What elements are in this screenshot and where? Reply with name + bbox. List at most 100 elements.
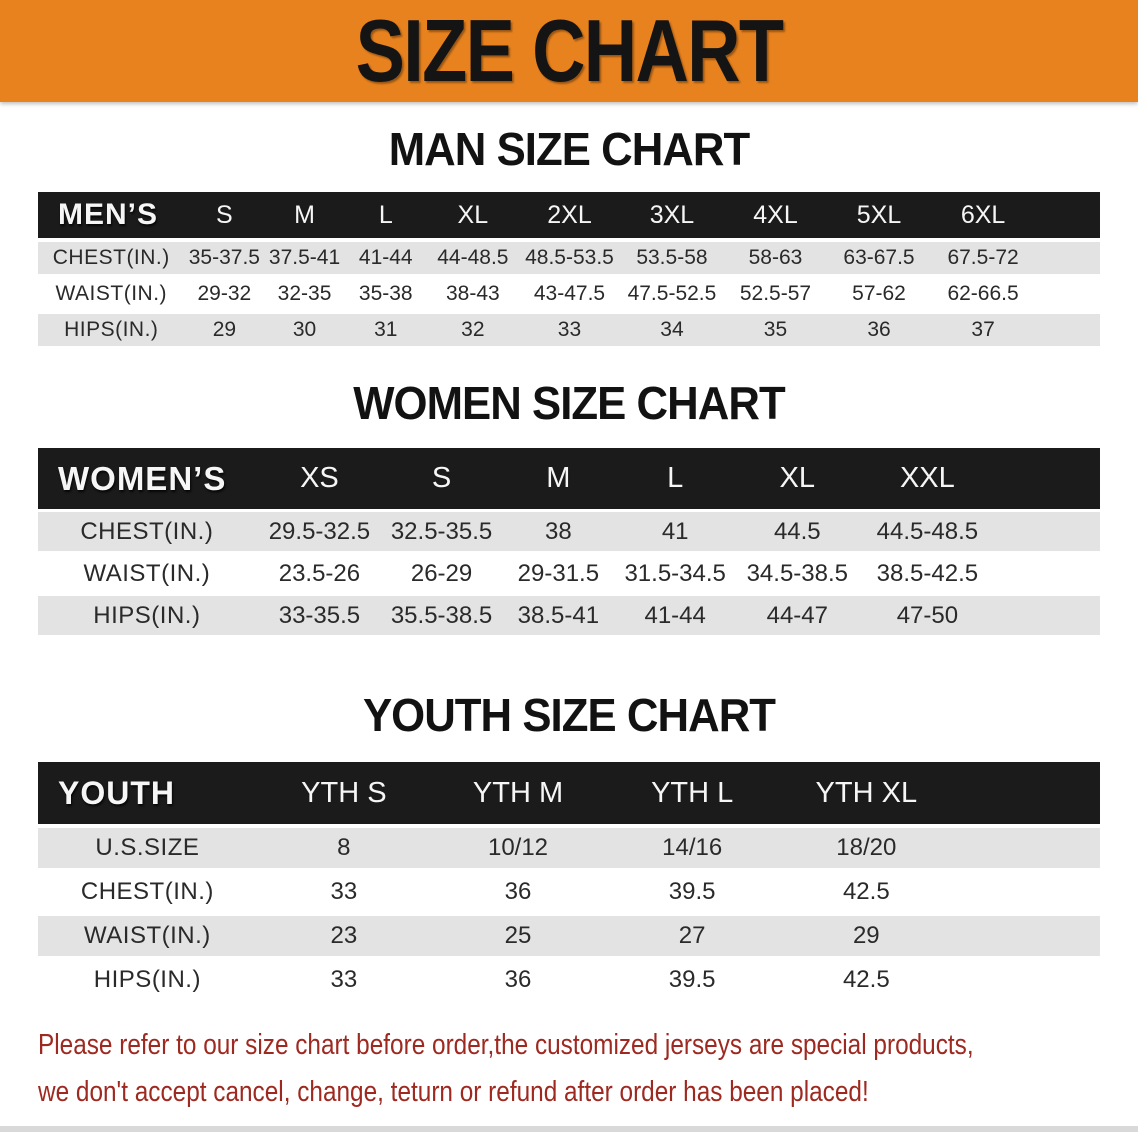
size-column-header: 6XL [931, 192, 1036, 238]
measurement-value: 31.5-34.5 [616, 554, 734, 593]
measurement-value: 43-47.5 [519, 278, 620, 310]
measurement-row: HIPS(IN.) 33 36 39.5 42.5 [38, 960, 1100, 1000]
measurement-value: 33 [519, 314, 620, 346]
row-filler [953, 872, 1100, 912]
measurement-value: 52.5-57 [723, 278, 827, 310]
measurement-value: 44-47 [733, 596, 862, 635]
measurement-value: 48.5-53.5 [519, 242, 620, 274]
measurement-label: WAIST(IN.) [38, 916, 257, 956]
measurement-value: 63-67.5 [826, 242, 932, 274]
measurement-value: 33 [256, 960, 431, 1000]
measurement-value: 25 [430, 916, 606, 956]
bottom-edge-strip [0, 1126, 1138, 1132]
measurement-value: 44-48.5 [426, 242, 520, 274]
row-filler [953, 960, 1100, 1000]
size-column-header: 5XL [826, 192, 932, 238]
youth-table-wrap: YOUTH YTH S YTH M YTH L YTH XL U.S.SIZE 8 10/12… [0, 758, 1138, 1004]
size-table-header-row: YOUTH YTH S YTH M YTH L YTH XL [38, 762, 1100, 824]
measurement-value: 14/16 [605, 828, 780, 868]
measurement-value: 34.5-38.5 [733, 554, 862, 593]
measurement-value: 29.5-32.5 [255, 512, 384, 551]
measurement-label: CHEST(IN.) [38, 512, 256, 551]
measurement-value: 27 [605, 916, 780, 956]
measurement-value: 23 [256, 916, 431, 956]
size-column-header: M [499, 448, 617, 509]
measurement-label: WAIST(IN.) [38, 554, 256, 593]
measurement-row: WAIST(IN.) 23 25 27 29 [38, 916, 1100, 956]
header-filler [953, 762, 1100, 824]
measurement-value: 34 [619, 314, 724, 346]
measurement-label: U.S.SIZE [38, 828, 257, 868]
measurement-row: WAIST(IN.) 23.5-26 26-29 29-31.5 31.5-34.5 34… [38, 554, 1100, 593]
measurement-label: HIPS(IN.) [38, 314, 185, 346]
women-size-table: WOMEN’S XS S M L XL XXL CHEST(IN.) 29.5-32.5 32.5… [38, 445, 1100, 638]
measurement-value: 58-63 [723, 242, 827, 274]
measurement-value: 35 [723, 314, 827, 346]
section-women: WOMEN SIZE CHART WOMEN’S XS S M L XL XXL CHEST(… [0, 378, 1138, 638]
size-group-label: YOUTH [38, 762, 257, 824]
size-column-header: 2XL [519, 192, 620, 238]
header-filler [1035, 192, 1100, 238]
measurement-value: 44.5 [733, 512, 862, 551]
men-size-table: MEN’S S M L XL 2XL 3XL 4XL 5XL 6XL CHEST(IN.) 35-37… [38, 188, 1100, 350]
men-section-title: MAN SIZE CHART [388, 123, 751, 175]
measurement-value: 29-32 [184, 278, 265, 310]
youth-section-title: YOUTH SIZE CHART [362, 689, 776, 741]
row-filler [953, 828, 1100, 868]
row-filler [1035, 278, 1100, 310]
size-column-header: L [344, 192, 427, 238]
row-filler [993, 554, 1100, 593]
size-column-header: S [184, 192, 265, 238]
size-column-header: YTH M [430, 762, 606, 824]
size-column-header: M [264, 192, 345, 238]
measurement-value: 39.5 [605, 872, 780, 912]
row-filler [1035, 314, 1100, 346]
measurement-value: 38 [499, 512, 617, 551]
size-column-header: 4XL [723, 192, 827, 238]
measurement-value: 35.5-38.5 [383, 596, 500, 635]
measurement-value: 31 [344, 314, 427, 346]
size-column-header: S [383, 448, 500, 509]
header-filler [993, 448, 1100, 509]
measurement-row: CHEST(IN.) 33 36 39.5 42.5 [38, 872, 1100, 912]
measurement-label: WAIST(IN.) [38, 278, 185, 310]
size-table-header-row: MEN’S S M L XL 2XL 3XL 4XL 5XL 6XL [38, 192, 1100, 238]
row-filler [1035, 242, 1100, 274]
measurement-value: 41 [616, 512, 734, 551]
measurement-value: 35-37.5 [184, 242, 265, 274]
measurement-value: 32-35 [264, 278, 345, 310]
banner-title: SIZE CHART [355, 1, 784, 100]
measurement-value: 26-29 [383, 554, 500, 593]
men-table-wrap: MEN’S S M L XL 2XL 3XL 4XL 5XL 6XL CHEST(IN.) 35-37… [0, 188, 1138, 350]
size-column-header: XL [733, 448, 862, 509]
measurement-value: 42.5 [779, 872, 954, 912]
measurement-value: 32.5-35.5 [383, 512, 500, 551]
size-column-header: YTH XL [779, 762, 954, 824]
measurement-row: HIPS(IN.) 33-35.5 35.5-38.5 38.5-41 41-44 44-… [38, 596, 1100, 635]
measurement-value: 29-31.5 [499, 554, 617, 593]
measurement-value: 41-44 [344, 242, 427, 274]
measurement-value: 29 [184, 314, 265, 346]
measurement-value: 30 [264, 314, 345, 346]
size-group-label: MEN’S [38, 192, 185, 238]
measurement-label: HIPS(IN.) [38, 960, 257, 1000]
disclaimer: Please refer to our size chart before or… [38, 1028, 1138, 1109]
measurement-value: 41-44 [616, 596, 734, 635]
measurement-label: HIPS(IN.) [38, 596, 256, 635]
size-column-header: L [616, 448, 734, 509]
measurement-value: 42.5 [779, 960, 954, 1000]
measurement-row: CHEST(IN.) 29.5-32.5 32.5-35.5 38 41 44.5 44.5… [38, 512, 1100, 551]
disclaimer-line-2: we don't accept cancel, change, teturn o… [38, 1076, 869, 1108]
measurement-value: 39.5 [605, 960, 780, 1000]
measurement-value: 36 [430, 872, 606, 912]
measurement-label: CHEST(IN.) [38, 242, 185, 274]
row-filler [993, 512, 1100, 551]
size-group-label: WOMEN’S [38, 448, 256, 509]
measurement-label: CHEST(IN.) [38, 872, 257, 912]
size-column-header: XL [426, 192, 520, 238]
measurement-value: 36 [430, 960, 606, 1000]
banner: SIZE CHART [0, 0, 1138, 102]
measurement-value: 38-43 [426, 278, 520, 310]
measurement-value: 62-66.5 [931, 278, 1036, 310]
measurement-value: 47-50 [861, 596, 994, 635]
